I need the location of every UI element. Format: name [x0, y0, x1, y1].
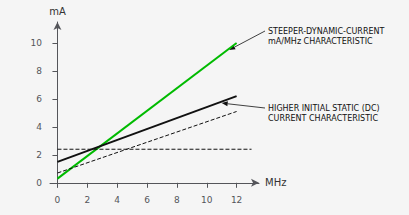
svg-text:6: 6 — [144, 195, 150, 205]
svg-text:CURRENT CHARACTERISTIC: CURRENT CHARACTERISTIC — [268, 114, 378, 123]
svg-text:6: 6 — [36, 94, 42, 104]
svg-text:2: 2 — [36, 150, 42, 160]
svg-text:HIGHER INITIAL STATIC (DC): HIGHER INITIAL STATIC (DC) — [268, 104, 380, 113]
svg-text:mA/MHz CHARACTERISTIC: mA/MHz CHARACTERISTIC — [268, 37, 373, 46]
svg-text:4: 4 — [36, 122, 42, 132]
svg-text:MHz: MHz — [265, 177, 286, 188]
svg-text:8: 8 — [36, 66, 42, 76]
svg-text:10: 10 — [201, 195, 213, 205]
svg-text:0: 0 — [36, 178, 42, 188]
svg-text:12: 12 — [231, 195, 242, 205]
svg-text:10: 10 — [31, 38, 43, 48]
svg-text:4: 4 — [114, 195, 120, 205]
svg-text:mA: mA — [49, 6, 66, 17]
svg-text:8: 8 — [174, 195, 180, 205]
svg-text:0: 0 — [55, 195, 61, 205]
svg-text:2: 2 — [84, 195, 90, 205]
svg-text:STEEPER-DYNAMIC-CURRENT: STEEPER-DYNAMIC-CURRENT — [268, 27, 384, 36]
